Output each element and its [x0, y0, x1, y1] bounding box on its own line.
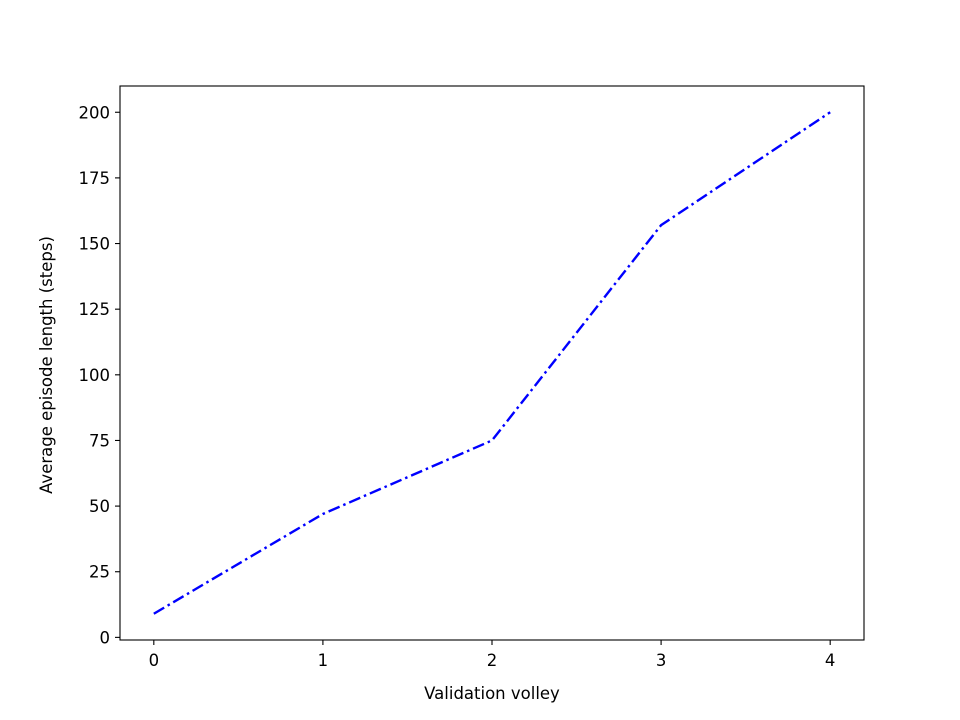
y-tick-label: 125 — [79, 300, 111, 319]
y-tick-label: 50 — [89, 497, 110, 516]
y-tick-label: 150 — [79, 235, 111, 254]
y-tick-label: 25 — [89, 563, 110, 582]
plot-area — [119, 85, 865, 641]
x-tick-label: 3 — [656, 651, 667, 670]
x-tick-label: 1 — [318, 651, 329, 670]
x-tick-label: 2 — [487, 651, 498, 670]
y-tick-label: 75 — [89, 431, 110, 450]
x-axis-ticks: 0 1 2 3 4 — [149, 640, 836, 670]
series-line-0 — [153, 111, 831, 615]
x-axis-label: Validation volley — [424, 684, 560, 703]
y-axis-ticks: 0 25 50 75 100 125 150 175 200 — [79, 103, 120, 647]
y-tick-label: 0 — [100, 628, 111, 647]
y-tick-label: 100 — [79, 366, 111, 385]
y-tick-label: 200 — [79, 103, 111, 122]
y-tick-label: 175 — [79, 169, 111, 188]
x-tick-label: 4 — [825, 651, 836, 670]
y-axis-label: Average episode length (steps) — [37, 236, 56, 494]
axes-frame — [119, 85, 865, 641]
x-tick-label: 0 — [149, 651, 160, 670]
